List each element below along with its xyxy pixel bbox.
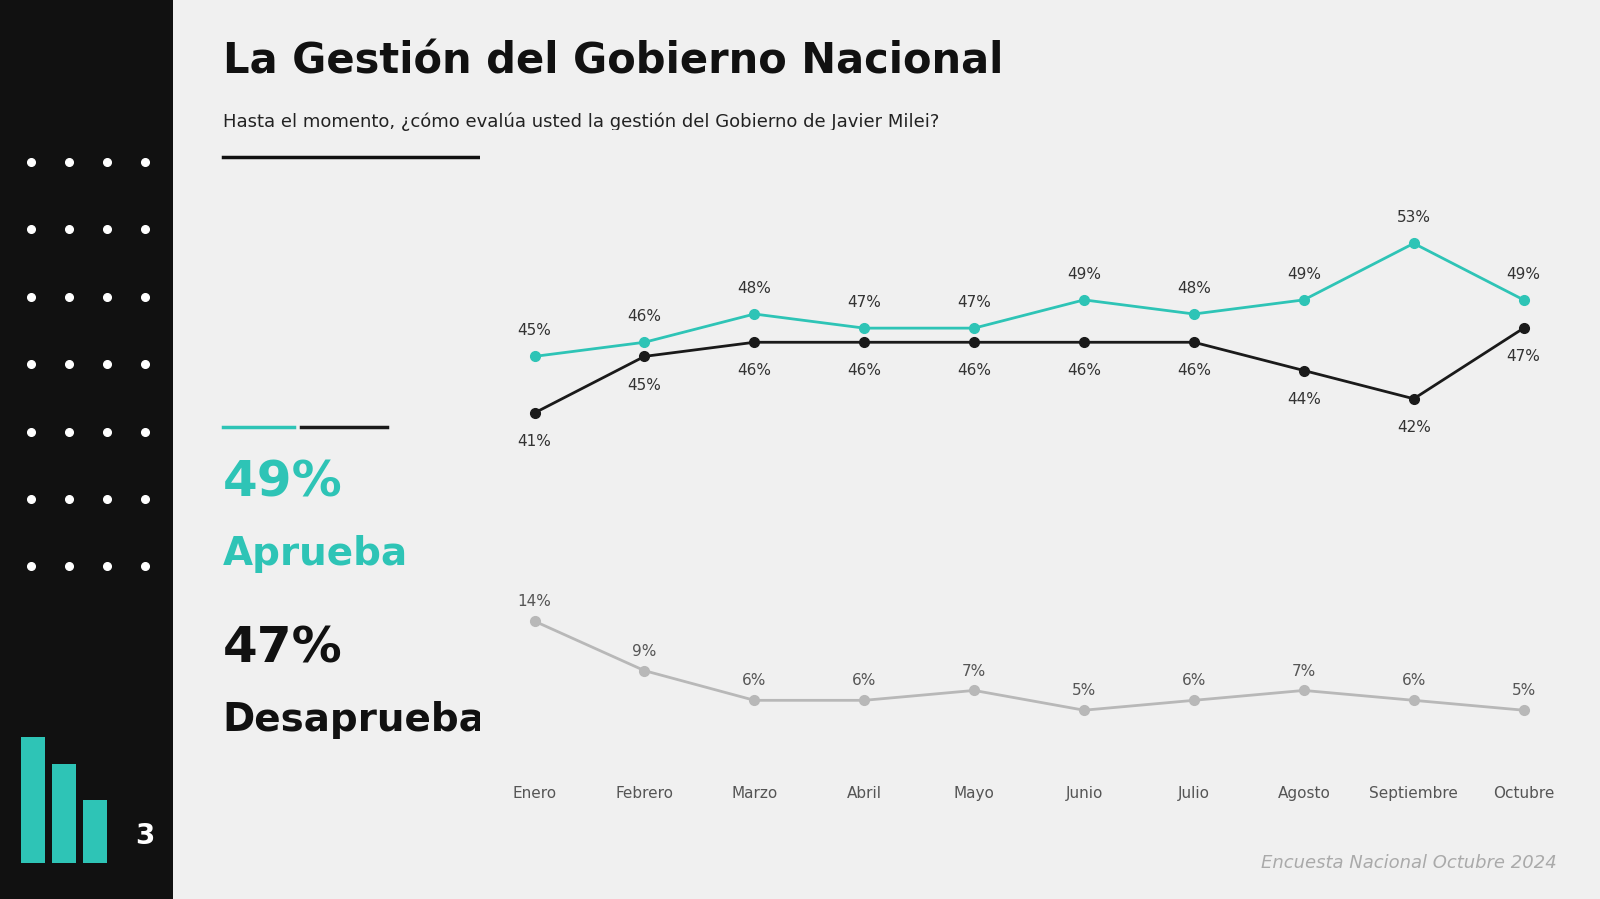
Text: Octubre: Octubre: [1493, 786, 1554, 801]
Text: 9%: 9%: [632, 644, 656, 659]
Text: 7%: 7%: [1291, 663, 1315, 679]
Text: 49%: 49%: [1067, 266, 1101, 281]
Text: 46%: 46%: [1178, 363, 1211, 378]
Text: 53%: 53%: [1397, 210, 1430, 225]
Text: Hasta el momento, ¿cómo evalúa usted la gestión del Gobierno de Javier Milei?: Hasta el momento, ¿cómo evalúa usted la …: [222, 112, 939, 131]
Text: 46%: 46%: [957, 363, 990, 378]
Text: La Gestión del Gobierno Nacional: La Gestión del Gobierno Nacional: [222, 40, 1003, 83]
Text: 5%: 5%: [1512, 683, 1536, 699]
Text: 45%: 45%: [518, 323, 552, 338]
Text: 46%: 46%: [627, 309, 661, 324]
Text: 7%: 7%: [962, 663, 986, 679]
Text: Aprueba: Aprueba: [222, 535, 408, 573]
Text: Encuesta Nacional Octubre 2024: Encuesta Nacional Octubre 2024: [1261, 854, 1557, 872]
Text: Febrero: Febrero: [616, 786, 674, 801]
Text: Junio: Junio: [1066, 786, 1102, 801]
Text: Septiembre: Septiembre: [1370, 786, 1458, 801]
Text: 47%: 47%: [848, 295, 882, 310]
Text: 6%: 6%: [853, 673, 877, 689]
Text: Mayo: Mayo: [954, 786, 995, 801]
Text: 46%: 46%: [1067, 363, 1101, 378]
Text: 46%: 46%: [738, 363, 771, 378]
Text: 47%: 47%: [957, 295, 990, 310]
Text: 46%: 46%: [848, 363, 882, 378]
Text: Enero: Enero: [512, 786, 557, 801]
Text: 6%: 6%: [1402, 673, 1426, 689]
Text: 49%: 49%: [222, 458, 342, 506]
Text: 47%: 47%: [1507, 350, 1541, 364]
Text: 44%: 44%: [1286, 392, 1320, 406]
Text: Abril: Abril: [846, 786, 882, 801]
Text: Agosto: Agosto: [1277, 786, 1330, 801]
Bar: [83, 800, 107, 863]
Text: 49%: 49%: [1507, 266, 1541, 281]
Text: 48%: 48%: [1178, 280, 1211, 296]
Text: 5%: 5%: [1072, 683, 1096, 699]
Text: 45%: 45%: [627, 378, 661, 393]
Text: 49%: 49%: [1286, 266, 1322, 281]
Text: 48%: 48%: [738, 280, 771, 296]
Text: 6%: 6%: [1182, 673, 1206, 689]
Text: 47%: 47%: [222, 625, 342, 672]
Text: 42%: 42%: [1397, 420, 1430, 435]
Text: Marzo: Marzo: [731, 786, 778, 801]
Text: Desaprueba: Desaprueba: [222, 701, 486, 739]
Text: 3: 3: [134, 822, 154, 850]
Text: Julio: Julio: [1178, 786, 1210, 801]
Text: 6%: 6%: [742, 673, 766, 689]
Text: 14%: 14%: [518, 594, 552, 610]
Text: 41%: 41%: [518, 434, 552, 450]
